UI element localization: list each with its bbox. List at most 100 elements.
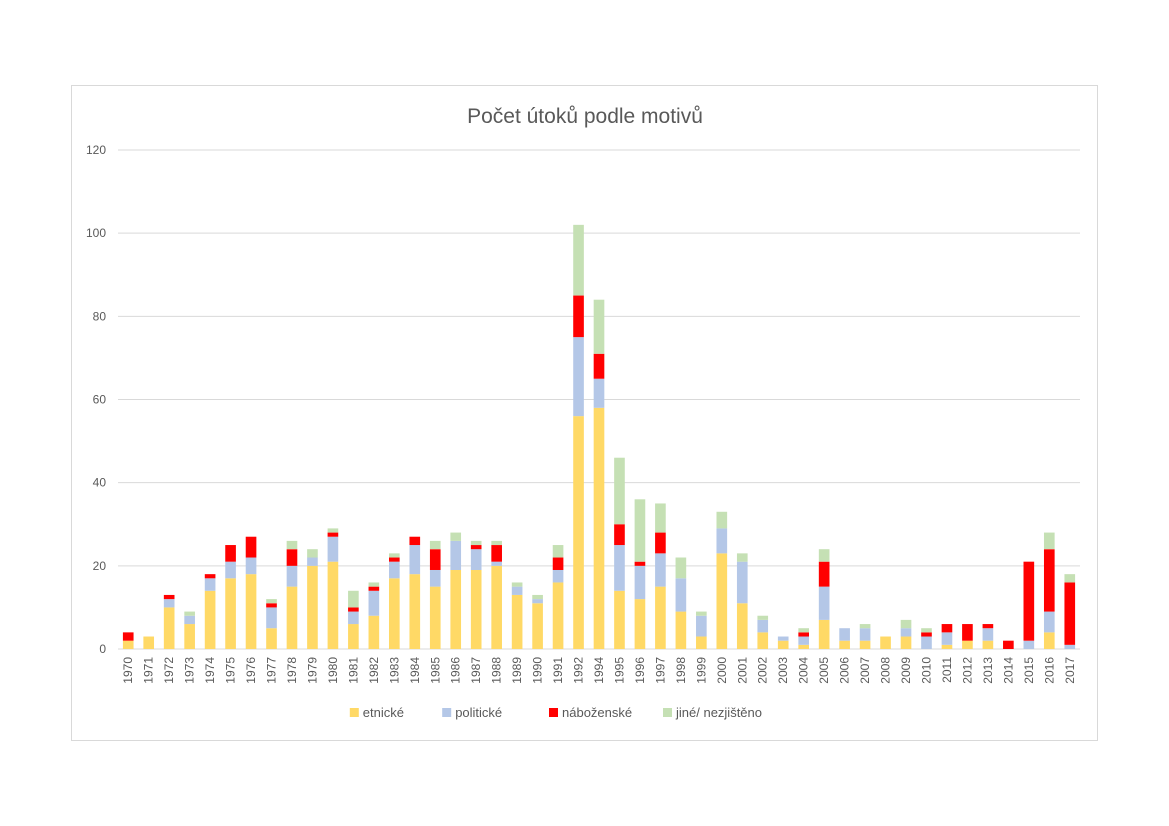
legend-label: náboženské xyxy=(562,705,632,720)
bar-segment-1988-2 xyxy=(491,545,502,562)
bar-segment-1977-3 xyxy=(266,599,277,604)
bar-segment-1982-2 xyxy=(368,586,380,591)
legend-swatch-1 xyxy=(442,708,452,717)
bar-segment-1985-0 xyxy=(429,586,441,649)
bar-segment-1972-0 xyxy=(163,607,175,649)
bar-segment-1999-1 xyxy=(696,615,707,637)
bar-segment-1985-2 xyxy=(429,549,441,570)
x-tick-label: 2016 xyxy=(1042,657,1056,684)
bar-segment-1974-1 xyxy=(204,578,216,591)
bar-segment-1991-0 xyxy=(552,582,564,649)
legend-swatch-2 xyxy=(549,708,558,717)
x-tick-label: 1983 xyxy=(387,657,401,684)
legend-label: etnické xyxy=(363,705,404,720)
x-tick-label: 1989 xyxy=(510,657,524,684)
x-tick-label: 1990 xyxy=(531,657,545,684)
bar-segment-1995-3 xyxy=(614,457,625,525)
bar-segment-1990-1 xyxy=(532,599,543,604)
bar-segment-1992-0 xyxy=(573,416,584,649)
bar-segment-2005-1 xyxy=(818,586,830,620)
bar-segment-2004-3 xyxy=(798,628,810,633)
legend-label: politické xyxy=(455,705,502,720)
stacked-bar-chart: Počet útoků podle motivů 0 20 40 60 80 100 120… xyxy=(86,105,1080,720)
bar-segment-1991-3 xyxy=(552,545,564,558)
x-tick-label: 1971 xyxy=(142,657,156,684)
bar-segment-1995-2 xyxy=(614,524,625,546)
x-tick-label: 2000 xyxy=(715,657,729,684)
bar-segment-2003-1 xyxy=(777,636,789,641)
bar-segment-2007-0 xyxy=(859,640,871,649)
bar-segment-1982-0 xyxy=(368,615,380,649)
bar-segment-2008-0 xyxy=(880,636,891,649)
x-tick-label: 2001 xyxy=(735,657,749,684)
bar-segment-1978-2 xyxy=(286,549,298,566)
x-tick-label: 2008 xyxy=(879,657,893,684)
x-tick-label: 2015 xyxy=(1022,657,1036,684)
bar-segment-2014-2 xyxy=(1003,640,1014,649)
y-tick-label: 80 xyxy=(93,309,107,323)
bar-segment-1990-3 xyxy=(532,594,543,600)
bar-segment-2016-3 xyxy=(1043,532,1055,550)
bar-segment-1999-3 xyxy=(696,611,707,616)
x-tick-label: 2011 xyxy=(940,657,954,683)
bar-segment-1988-0 xyxy=(491,565,502,649)
x-tick-label: 1978 xyxy=(285,657,299,684)
bar-segment-1979-1 xyxy=(307,557,318,566)
bar-segment-2013-2 xyxy=(982,624,994,629)
bar-segment-2012-2 xyxy=(962,624,973,641)
bar-segment-1970-0 xyxy=(122,640,134,649)
legend-label: jiné/ nezjištěno xyxy=(675,705,762,720)
bar-segment-1982-3 xyxy=(368,582,380,587)
bar-segment-1983-3 xyxy=(388,553,400,558)
x-tick-label: 2002 xyxy=(756,657,770,684)
bar-segment-2006-0 xyxy=(839,640,850,649)
bar-segment-1975-0 xyxy=(225,578,236,649)
y-tick-label: 0 xyxy=(99,642,106,656)
x-tick-label: 1970 xyxy=(121,657,135,684)
bar-segment-1971-0 xyxy=(143,636,155,649)
bar-segment-2010-1 xyxy=(921,636,932,649)
x-tick-label: 2005 xyxy=(817,657,831,684)
bar-segment-1997-1 xyxy=(655,553,666,587)
bar-segment-1973-0 xyxy=(184,624,195,649)
x-tick-label: 1994 xyxy=(592,657,606,684)
x-tick-label: 2012 xyxy=(960,657,974,684)
x-tick-label: 1995 xyxy=(612,657,626,684)
x-tick-label: 1975 xyxy=(224,657,238,684)
bar-segment-1980-0 xyxy=(327,561,339,649)
bar-segment-1986-3 xyxy=(450,532,462,541)
bar-segment-2017-2 xyxy=(1064,582,1076,645)
x-tick-label: 1977 xyxy=(265,657,279,684)
bar-segment-1999-0 xyxy=(696,636,707,649)
x-tick-label: 1988 xyxy=(490,657,504,684)
bar-segment-1994-3 xyxy=(593,299,605,354)
bar-segment-2000-1 xyxy=(716,528,728,554)
bar-segment-1987-2 xyxy=(470,545,482,550)
bar-segment-2004-1 xyxy=(798,636,810,645)
bar-segment-1976-1 xyxy=(245,557,257,575)
bar-segment-1987-1 xyxy=(470,549,482,570)
bar-segment-1976-0 xyxy=(245,574,257,649)
bar-segment-1998-3 xyxy=(675,557,687,579)
bar-segment-1977-2 xyxy=(266,603,277,608)
bar-segment-2004-2 xyxy=(798,632,810,637)
bar-segment-2000-0 xyxy=(716,553,728,649)
bar-segment-1983-2 xyxy=(388,557,400,562)
chart-title: Počet útoků podle motivů xyxy=(467,105,703,128)
bar-segment-1995-0 xyxy=(614,590,625,649)
x-tick-label: 2009 xyxy=(899,657,913,684)
x-tick-label: 1986 xyxy=(449,657,463,684)
bar-segment-1997-2 xyxy=(655,532,666,554)
bar-segment-1975-1 xyxy=(225,561,236,579)
x-tick-label: 2007 xyxy=(858,657,872,684)
bar-segment-2001-3 xyxy=(736,553,748,562)
bar-segment-1994-0 xyxy=(593,407,605,649)
bar-segment-2005-3 xyxy=(818,549,830,562)
bar-segment-2010-2 xyxy=(921,632,932,637)
bar-segment-2009-0 xyxy=(900,636,912,649)
bar-segment-1994-1 xyxy=(593,378,605,408)
bar-segment-1972-2 xyxy=(163,594,175,600)
bar-segment-1992-3 xyxy=(573,224,584,296)
bar-segment-1980-3 xyxy=(327,528,339,533)
bar-segment-1978-3 xyxy=(286,540,298,550)
